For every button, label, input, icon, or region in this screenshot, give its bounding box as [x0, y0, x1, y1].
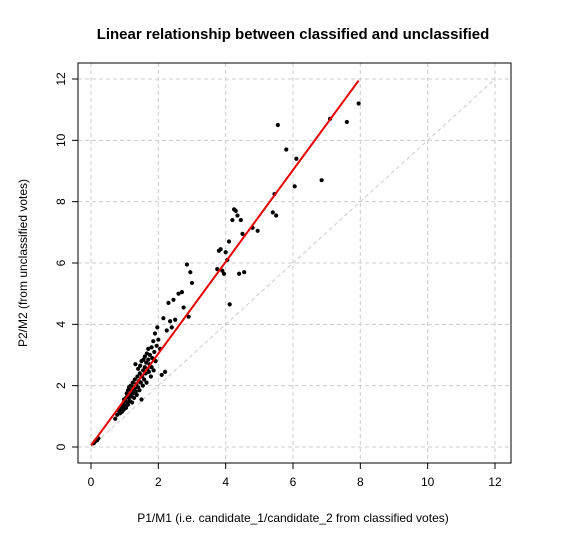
data-point-125 [356, 101, 361, 106]
data-point-34 [132, 377, 137, 382]
data-point-110 [238, 217, 243, 223]
y-tick-label-4: 8 [54, 198, 68, 205]
data-point-98 [218, 247, 223, 252]
data-point-112 [242, 270, 247, 275]
x-tick-label-3: 6 [290, 475, 297, 489]
data-point-77 [155, 325, 160, 330]
data-point-119 [284, 147, 289, 152]
data-point-107 [233, 208, 238, 213]
data-point-99 [220, 268, 225, 273]
data-point-108 [235, 213, 240, 218]
data-point-76 [154, 343, 159, 348]
data-point-16 [123, 405, 129, 410]
y-tick-label-0: 0 [54, 443, 68, 450]
y-tick-label-2: 4 [54, 321, 68, 328]
data-point-93 [186, 314, 191, 319]
data-point-122 [319, 178, 324, 183]
data-point-71 [151, 339, 156, 344]
y-axis: 0 2 4 6 8 10 12 [54, 72, 78, 450]
data-point-92 [184, 262, 190, 267]
data-point-81 [161, 316, 166, 321]
data-point-87 [171, 297, 176, 302]
data-point-96 [215, 267, 220, 272]
y-tick-label-6: 12 [54, 72, 68, 86]
data-point-94 [188, 270, 193, 275]
chart-title: Linear relationship between classified a… [97, 26, 490, 43]
data-point-58 [144, 360, 149, 365]
data-point-29 [129, 400, 135, 405]
x-axis: 0 2 4 6 8 10 12 [88, 463, 502, 489]
data-point-121 [294, 156, 299, 161]
data-point-69 [149, 345, 154, 350]
fit-line [90, 79, 360, 447]
data-point-4 [113, 416, 118, 421]
data-point-118 [275, 122, 280, 128]
data-point-111 [240, 231, 245, 236]
data-point-30 [130, 380, 135, 385]
data-point-62 [146, 357, 151, 362]
data-point-115 [270, 210, 275, 215]
data-point-68 [149, 365, 154, 370]
data-point-54 [142, 377, 147, 382]
grid-lines [78, 63, 511, 463]
x-tick-label-6: 12 [488, 475, 502, 489]
data-point-109 [237, 271, 242, 276]
data-point-72 [151, 368, 156, 373]
data-point-51 [140, 383, 145, 388]
y-tick-label-5: 10 [54, 133, 68, 147]
data-point-91 [181, 305, 186, 310]
data-point-86 [169, 325, 174, 330]
data-point-63 [146, 346, 151, 351]
data-point-73 [152, 349, 157, 355]
data-point-66 [147, 352, 153, 358]
x-axis-label: P1/M1 (i.e. candidate_1/candidate_2 from… [137, 511, 449, 525]
data-point-44 [137, 388, 142, 393]
data-point-104 [227, 302, 232, 307]
data-point-90 [179, 290, 184, 295]
data-point-20 [125, 402, 131, 407]
data-point-114 [255, 228, 260, 233]
data-point-117 [274, 213, 279, 218]
x-tick-label-1: 2 [155, 475, 162, 489]
data-point-100 [221, 271, 227, 276]
data-point-47 [138, 380, 143, 385]
data-point-36 [133, 362, 138, 367]
data-point-82 [162, 369, 168, 374]
data-point-89 [176, 291, 181, 296]
data-point-40 [135, 374, 140, 379]
data-point-101 [223, 250, 228, 255]
data-point-42 [136, 366, 141, 371]
data-point-64 [146, 369, 152, 374]
x-tick-label-0: 0 [88, 475, 95, 489]
data-point-46 [138, 363, 143, 368]
data-point-74 [152, 331, 158, 336]
data-point-103 [226, 239, 232, 244]
data-point-83 [164, 328, 169, 333]
y-axis-label: P2/M2 (from unclassified votes) [16, 179, 30, 347]
data-point-84 [166, 300, 171, 305]
data-point-124 [344, 119, 349, 125]
y-tick-label-1: 2 [54, 382, 68, 389]
data-point-33 [131, 395, 137, 401]
data-point-78 [156, 337, 161, 342]
data-point-56 [142, 354, 147, 359]
data-point-120 [292, 184, 297, 189]
data-point-105 [230, 217, 235, 223]
data-point-59 [144, 380, 149, 385]
data-point-49 [139, 397, 144, 402]
data-point-88 [173, 317, 178, 322]
data-point-45 [137, 371, 142, 376]
data-point-95 [189, 280, 195, 286]
x-tick-label-4: 8 [357, 475, 364, 489]
data-point-39 [134, 392, 139, 397]
identity-line [90, 78, 496, 448]
data-point-67 [148, 374, 154, 379]
x-tick-label-2: 4 [222, 475, 229, 489]
data-points [91, 101, 361, 446]
y-tick-label-3: 6 [54, 259, 68, 266]
x-tick-label-5: 10 [421, 475, 435, 489]
data-point-85 [168, 319, 173, 324]
data-point-80 [159, 372, 164, 378]
